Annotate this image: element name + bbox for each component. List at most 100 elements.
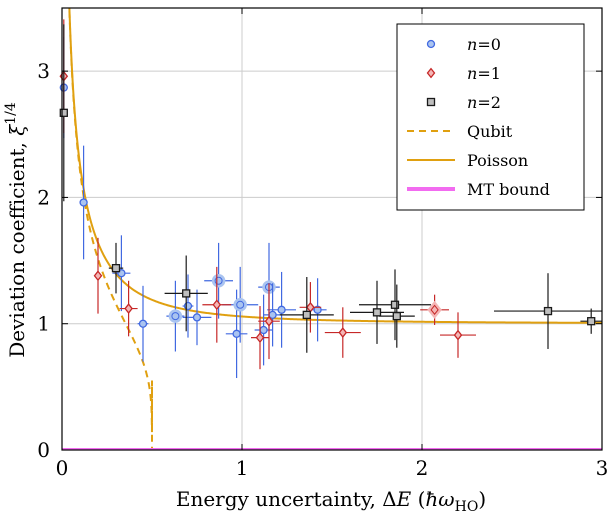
legend-entry: MT bound	[407, 180, 550, 199]
data-point	[324, 307, 361, 358]
marker-square	[390, 300, 400, 309]
marker-square	[59, 108, 68, 117]
data-point	[279, 276, 334, 353]
legend-label-text: =0	[477, 35, 501, 54]
legend-label: n=0	[467, 35, 501, 54]
marker-circle	[183, 301, 193, 311]
data-point	[222, 266, 259, 343]
y-axis-label-part: 1/4	[3, 102, 19, 125]
legend-label-text: Poisson	[467, 151, 528, 170]
data-point	[182, 274, 194, 338]
legend-label: Poisson	[467, 151, 528, 170]
marker-square	[111, 263, 121, 273]
data-point	[119, 280, 138, 337]
data-point	[59, 24, 68, 202]
data-point	[166, 280, 185, 352]
plot-border	[61, 7, 603, 451]
legend-box	[396, 23, 585, 211]
data-point	[79, 145, 88, 260]
data-point	[93, 237, 103, 314]
marker-diamond	[453, 329, 463, 341]
legend-label: n=2	[467, 93, 501, 112]
legend-entry: Qubit	[407, 122, 513, 141]
x-axis-label-part: Energy uncertainty,	[176, 487, 382, 511]
data-point	[251, 306, 269, 370]
legend-label-math: n	[467, 35, 477, 54]
data-point	[359, 269, 431, 341]
legend-entry: n=0	[426, 35, 501, 54]
legend-marker-circle	[426, 39, 436, 49]
data-point	[267, 271, 296, 348]
legend-entry: n=1	[426, 64, 501, 83]
y-axis-label-part: Deviation coefficient,	[5, 136, 29, 358]
data-point	[420, 294, 449, 325]
x-axis-label-part: (	[411, 487, 425, 511]
data-point	[182, 289, 212, 346]
marker-circle-inner	[214, 276, 223, 285]
marker-circle	[138, 319, 148, 328]
qubit-curve	[68, 8, 153, 450]
data-point	[299, 282, 322, 333]
x-axis-label-part: ħω	[425, 487, 454, 511]
marker-circle	[232, 329, 241, 338]
marker-square	[372, 308, 382, 317]
data-point	[137, 285, 149, 362]
y-axis-label: Deviation coefficient, ξ1/4	[3, 102, 29, 358]
legend-label-math: n	[467, 64, 477, 83]
axis-labels: Energy uncertainty, ΔE (ħωHO) Deviation …	[3, 102, 486, 514]
legend-label-text: =1	[477, 64, 501, 83]
x-tick-label: 0	[56, 456, 69, 480]
marker-circle	[313, 305, 322, 314]
marker-diamond	[264, 315, 274, 327]
marker-circle	[192, 313, 202, 322]
x-axis-label-part: HO	[455, 499, 479, 514]
data-points	[59, 19, 602, 379]
data-point	[580, 308, 602, 334]
legend-label-text: Qubit	[467, 122, 513, 141]
marker-square	[182, 289, 191, 298]
marker-diamond	[212, 299, 222, 311]
x-tick-label: 2	[416, 456, 429, 480]
data-point	[204, 242, 233, 319]
data-point	[378, 284, 415, 348]
poisson-curve	[68, 8, 602, 324]
series-square	[59, 24, 602, 353]
legend-marker-square	[426, 97, 436, 107]
legend-label: Qubit	[467, 122, 513, 141]
x-tick-label: 3	[596, 456, 609, 480]
marker-diamond-inner	[430, 304, 439, 315]
marker-diamond	[93, 270, 103, 282]
y-tick-label: 3	[37, 59, 50, 83]
series-circle	[59, 37, 327, 379]
tick-labels: 0 1 2 3 0 1 2 3	[37, 59, 608, 480]
data-point	[494, 273, 602, 349]
marker-diamond	[338, 327, 348, 338]
legend-label-math: n	[467, 93, 477, 112]
y-tick-label: 1	[37, 312, 50, 336]
y-axis-label-part: ξ	[5, 124, 29, 136]
data-point	[254, 294, 273, 366]
y-tick-label: 0	[37, 438, 50, 462]
data-point	[202, 266, 232, 343]
marker-square	[543, 306, 553, 316]
legend-marker-diamond	[426, 67, 436, 79]
marker-square	[587, 317, 596, 326]
marker-diamond	[124, 303, 133, 314]
legend-label-text: =2	[477, 93, 501, 112]
data-point	[108, 242, 124, 294]
x-axis-label-part: Δ	[382, 487, 396, 511]
marker-circle-inner	[171, 312, 180, 321]
marker-diamond	[255, 332, 265, 344]
x-axis-label-part: )	[478, 487, 486, 511]
curves	[62, 8, 602, 450]
plot-frame	[61, 7, 603, 451]
marker-circle	[259, 325, 268, 335]
legend-entry: n=2	[426, 93, 501, 112]
x-tick-label: 1	[236, 456, 249, 480]
data-point	[258, 283, 280, 360]
data-point	[263, 283, 282, 347]
marker-circle	[277, 305, 286, 314]
legend-entry: Poisson	[407, 151, 528, 170]
marker-circle	[79, 198, 88, 207]
